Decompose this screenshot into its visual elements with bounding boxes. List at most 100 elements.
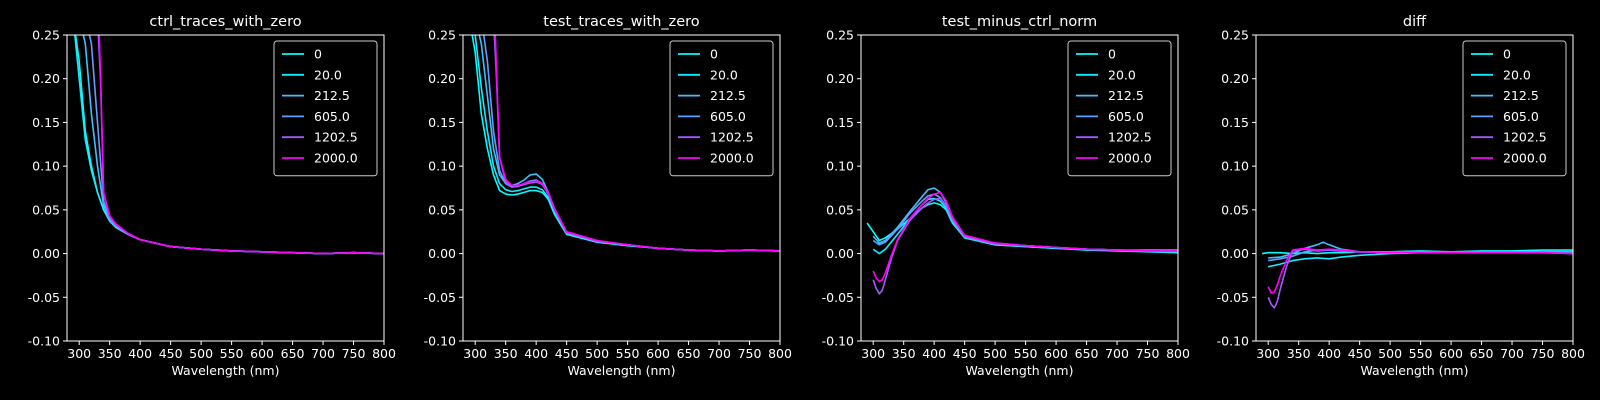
p1-xtick-label-5: 500 [189, 346, 213, 361]
panel-1-title: ctrl_traces_with_zero [149, 14, 301, 30]
p3-xtick-label-5: 500 [983, 346, 1007, 361]
p3-xtick-label-7: 600 [1044, 346, 1068, 361]
p2-ytick-label-5: 0.10 [428, 159, 456, 174]
p3-ytick-label-7: 0.20 [826, 71, 854, 86]
p4-xtick-label-1: 300 [1256, 346, 1280, 361]
panel-4-xlabel: Wavelength (nm) [1361, 363, 1469, 378]
p4-ytick-label-7: 0.20 [1221, 71, 1249, 86]
p1-ytick-label-6: 0.15 [32, 115, 60, 130]
p4-series-line-1 [1261, 249, 1573, 255]
p4-ytick-label-6: 0.15 [1221, 115, 1249, 130]
p4-legend-label-4: 605.0 [1503, 109, 1539, 124]
p2-series-group [471, 35, 780, 252]
panel-1-xlabel: Wavelength (nm) [172, 363, 280, 378]
p2-xtick-label-7: 600 [646, 346, 670, 361]
p3-legend-label-6: 2000.0 [1108, 151, 1152, 166]
p4-ytick-label-3: 0.00 [1221, 246, 1249, 261]
p3-series-line-6 [872, 191, 1178, 283]
p1-legend-label-6: 2000.0 [314, 151, 358, 166]
p2-xtick-label-2: 350 [494, 346, 518, 361]
p4-series-line-6 [1267, 247, 1573, 294]
p1-legend-label-5: 1202.5 [314, 130, 358, 145]
p1-series-line-6 [98, 35, 384, 255]
panel-2-title: test_traces_with_zero [543, 14, 700, 30]
p2-legend-label-4: 605.0 [710, 109, 746, 124]
p3-legend-label-2: 20.0 [1108, 67, 1136, 82]
p4-axes-frame [1255, 34, 1574, 342]
p2-xtick-label-10: 750 [738, 346, 762, 361]
p3-xtick-label-11: 800 [1166, 346, 1190, 361]
p1-axes-frame [66, 34, 385, 342]
p1-ytick-label-7: 0.20 [32, 71, 60, 86]
p3-xtick-label-6: 550 [1014, 346, 1038, 361]
p3-legend-label-4: 605.0 [1108, 109, 1144, 124]
p4-legend: 0 20.0 212.5 605.0 1202.5 2000.0 [1462, 40, 1567, 177]
p2-xtick-label-5: 500 [585, 346, 609, 361]
p1-ytick-label-8: 0.25 [32, 28, 60, 43]
panel-3-title: test_minus_ctrl_norm [942, 14, 1097, 30]
p1-ytick-label-3: 0.00 [32, 246, 60, 261]
p2-legend-label-5: 1202.5 [710, 130, 754, 145]
p1-ytick-label-4: 0.05 [32, 202, 60, 217]
p1-legend-label-2: 20.0 [314, 67, 342, 82]
p4-xtick-label-6: 550 [1409, 346, 1433, 361]
p4-legend-label-5: 1202.5 [1503, 130, 1547, 145]
p3-xtick-label-1: 300 [861, 346, 885, 361]
p3-xtick-label-4: 450 [953, 346, 977, 361]
p1-xtick-label-10: 750 [342, 346, 366, 361]
p1-legend: 0 20.0 212.5 605.0 1202.5 2000.0 [273, 40, 378, 177]
p2-ytick-label-7: 0.20 [428, 71, 456, 86]
p4-series-group [1261, 241, 1573, 309]
p1-legend-label-1: 0 [314, 47, 322, 62]
p3-ytick-label-2: -0.05 [822, 290, 854, 305]
p3-xtick-label-9: 700 [1105, 346, 1129, 361]
panel-4-title: diff [1403, 14, 1427, 30]
p1-ytick-label-1: -0.10 [28, 334, 60, 349]
panel-4: diff Wavelength (nm) 300 350 400 450 500 550 6… [1217, 14, 1585, 378]
p2-ytick-label-8: 0.25 [428, 28, 456, 43]
p1-xtick-label-4: 450 [159, 346, 183, 361]
p4-xtick-label-5: 500 [1378, 346, 1402, 361]
p4-legend-label-3: 212.5 [1503, 88, 1539, 103]
p3-xtick-label-10: 750 [1136, 346, 1160, 361]
p3-ytick-label-1: -0.10 [822, 334, 854, 349]
panel-2-xlabel: Wavelength (nm) [568, 363, 676, 378]
p4-xtick-label-11: 800 [1561, 346, 1585, 361]
p4-ytick-label-1: -0.10 [1217, 334, 1249, 349]
p1-ytick-label-5: 0.10 [32, 159, 60, 174]
p2-ytick-label-2: -0.05 [424, 290, 456, 305]
panel-3: test_minus_ctrl_norm Wavelength (nm) 300… [822, 14, 1190, 378]
panel-2: test_traces_with_zero Wavelength (nm) 30… [424, 14, 792, 378]
p3-legend: 0 20.0 212.5 605.0 1202.5 2000.0 [1067, 40, 1172, 177]
p3-ytick-label-4: 0.05 [826, 202, 854, 217]
p1-xtick-label-11: 800 [372, 346, 396, 361]
panel-1: ctrl_traces_with_zero Wavelength (nm) 30… [28, 14, 396, 378]
p2-ytick-label-1: -0.10 [424, 334, 456, 349]
p2-ytick-label-3: 0.00 [428, 246, 456, 261]
p2-legend: 0 20.0 212.5 605.0 1202.5 2000.0 [669, 40, 774, 177]
p4-xtick-label-10: 750 [1531, 346, 1555, 361]
p2-ytick-label-6: 0.15 [428, 115, 456, 130]
panel-3-xlabel: Wavelength (nm) [966, 363, 1074, 378]
p4-ytick-label-8: 0.25 [1221, 28, 1249, 43]
p2-series-line-6 [494, 35, 780, 252]
p3-xtick-label-8: 650 [1075, 346, 1099, 361]
p3-xtick-label-2: 350 [892, 346, 916, 361]
p2-legend-label-3: 212.5 [710, 88, 746, 103]
p4-xtick-label-8: 650 [1470, 346, 1494, 361]
p2-xtick-label-3: 400 [524, 346, 548, 361]
p3-ytick-label-8: 0.25 [826, 28, 854, 43]
p4-xtick-label-7: 600 [1439, 346, 1463, 361]
p2-xtick-label-6: 550 [616, 346, 640, 361]
p4-ytick-label-5: 0.10 [1221, 159, 1249, 174]
p1-series-group [74, 35, 384, 255]
p3-legend-label-3: 212.5 [1108, 88, 1144, 103]
p4-xtick-label-4: 450 [1348, 346, 1372, 361]
p1-xtick-label-1: 300 [67, 346, 91, 361]
p1-ytick-label-2: -0.05 [28, 290, 60, 305]
p3-series-group [866, 187, 1178, 295]
p2-legend-label-6: 2000.0 [710, 151, 754, 166]
p1-xtick-label-8: 650 [281, 346, 305, 361]
p4-xtick-label-3: 400 [1317, 346, 1341, 361]
